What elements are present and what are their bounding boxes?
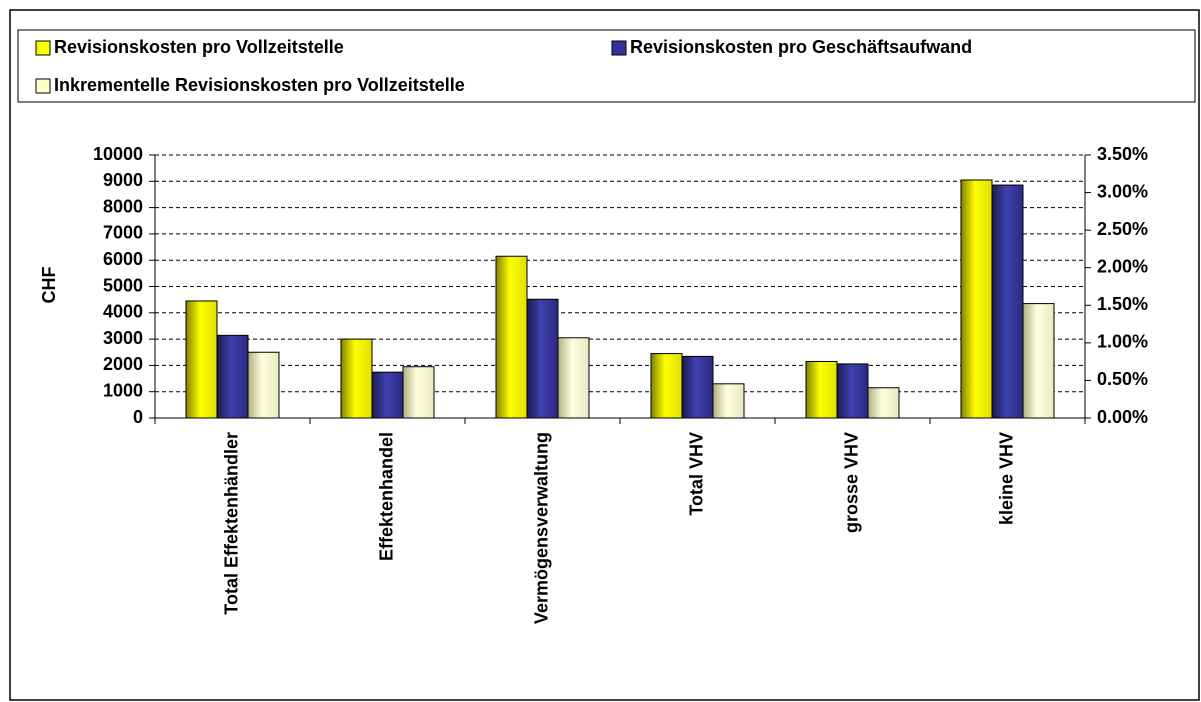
bar xyxy=(216,334,249,419)
y-tick-label: 6000 xyxy=(103,249,143,269)
legend-label: Revisionskosten pro Geschäftsaufwand xyxy=(630,37,972,57)
x-tick-label: kleine VHV xyxy=(996,432,1016,525)
x-tick-label: Vermögensverwaltung xyxy=(531,432,551,624)
y-tick-label: 8000 xyxy=(103,196,143,216)
y-tick-label: 4000 xyxy=(103,302,143,322)
x-tick-label: grosse VHV xyxy=(841,432,861,533)
legend-swatch xyxy=(35,40,51,56)
y-tick-label: 0 xyxy=(133,407,143,427)
y-tick-label: 9000 xyxy=(103,170,143,190)
bar xyxy=(185,300,218,419)
legend-box xyxy=(17,29,1196,103)
legend-swatch xyxy=(35,78,51,94)
y2-tick-label: 2.00% xyxy=(1097,256,1148,276)
bar xyxy=(681,355,714,419)
y-tick-label: 5000 xyxy=(103,275,143,295)
y-tick-label: 10000 xyxy=(93,144,143,164)
y2-tick-label: 0.50% xyxy=(1097,369,1148,389)
x-tick-label: Effektenhandel xyxy=(376,432,396,561)
bar xyxy=(805,360,838,419)
y2-tick-label: 1.50% xyxy=(1097,294,1148,314)
y2-tick-label: 1.00% xyxy=(1097,332,1148,352)
bar xyxy=(495,255,528,419)
bar xyxy=(526,298,559,419)
bar xyxy=(557,337,590,419)
x-tick-label: Total Effektenhändler xyxy=(221,432,241,615)
bar xyxy=(836,363,869,419)
legend-label: Inkrementelle Revisionskosten pro Vollze… xyxy=(54,75,465,95)
y-axis-label: CHF xyxy=(39,267,59,304)
x-tick-label: Total VHV xyxy=(686,432,706,516)
legend-swatch xyxy=(611,40,627,56)
y2-tick-label: 3.00% xyxy=(1097,181,1148,201)
bar xyxy=(402,366,435,419)
bar xyxy=(1022,303,1055,419)
bar xyxy=(867,387,900,419)
y-tick-label: 1000 xyxy=(103,380,143,400)
bar xyxy=(340,338,373,419)
y2-tick-label: 2.50% xyxy=(1097,219,1148,239)
legend-label: Revisionskosten pro Vollzeitstelle xyxy=(54,37,344,57)
frame xyxy=(9,9,1200,701)
y-tick-label: 7000 xyxy=(103,223,143,243)
bar xyxy=(960,179,993,419)
y-tick-label: 2000 xyxy=(103,354,143,374)
y-tick-label: 3000 xyxy=(103,328,143,348)
bar xyxy=(247,351,280,419)
bar xyxy=(650,353,683,419)
bar xyxy=(371,371,404,419)
bar xyxy=(712,383,745,419)
bar xyxy=(991,184,1024,419)
y2-tick-label: 3.50% xyxy=(1097,144,1148,164)
y2-tick-label: 0.00% xyxy=(1097,407,1148,427)
